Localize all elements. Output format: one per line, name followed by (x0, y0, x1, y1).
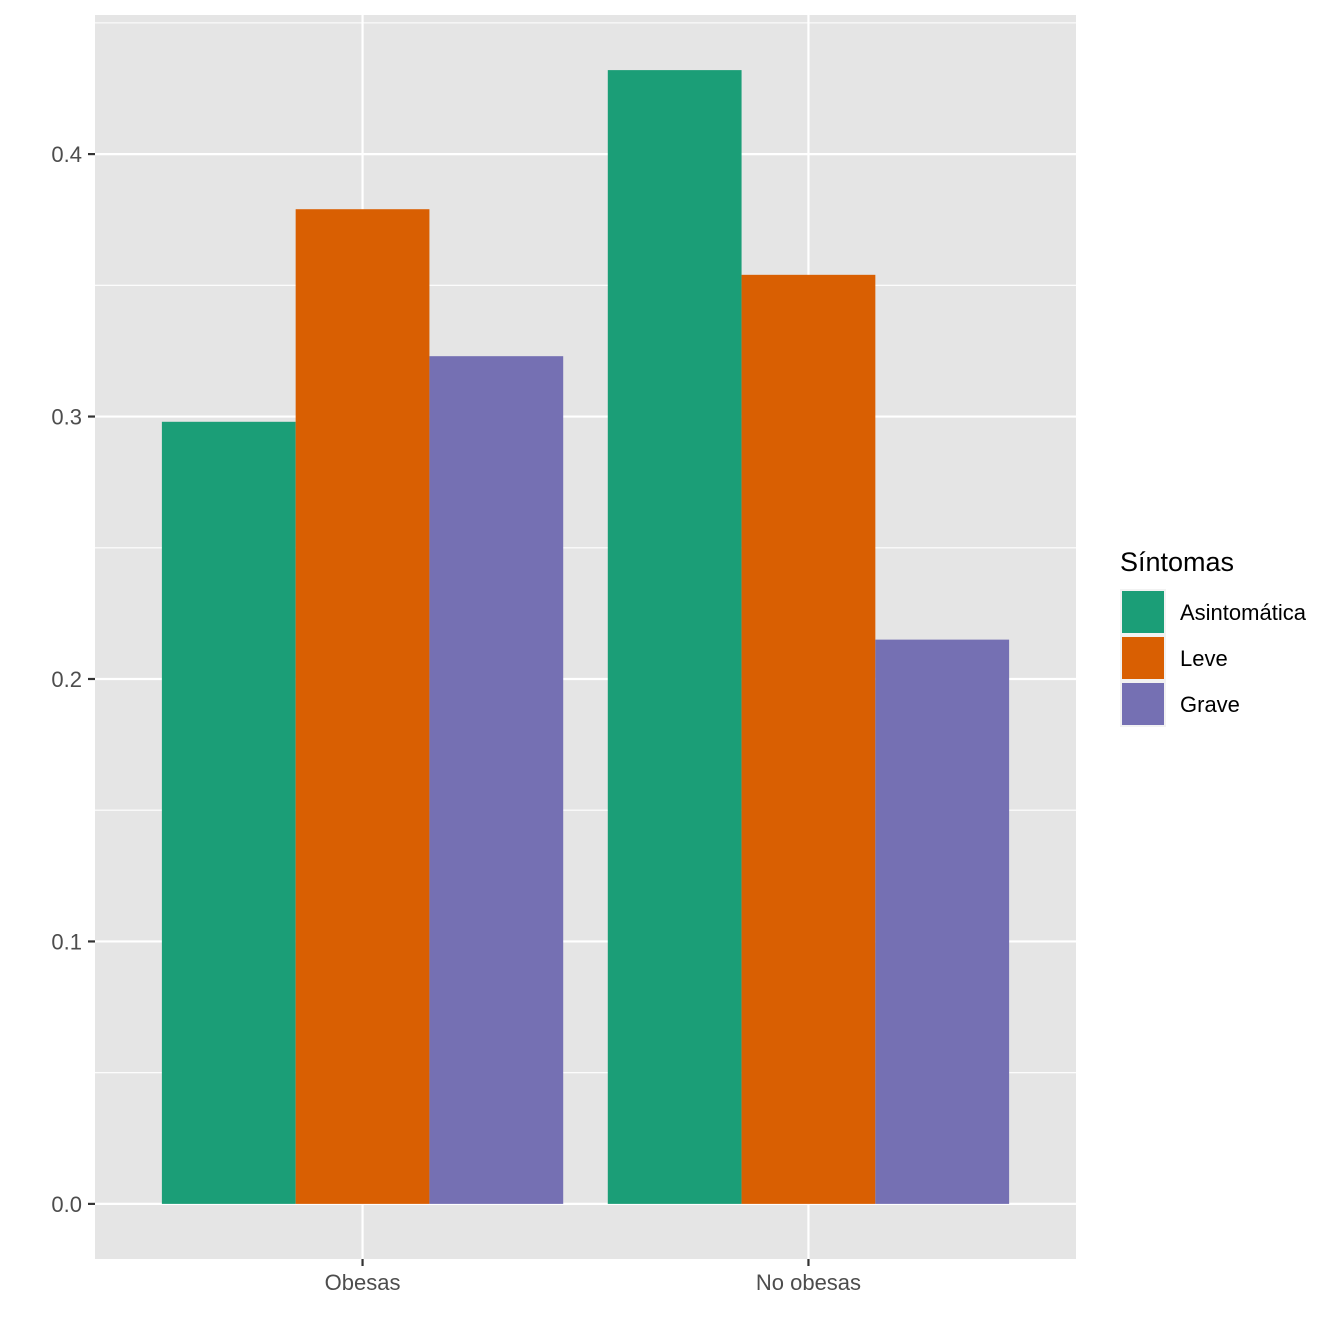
legend: Síntomas Asintomática Leve Grave (1120, 547, 1307, 727)
y-tick-label: 0.0 (51, 1192, 82, 1217)
x-tick-label: No obesas (756, 1270, 861, 1295)
y-tick-label: 0.2 (51, 667, 82, 692)
x-tick-label: Obesas (325, 1270, 401, 1295)
bar (875, 639, 1010, 1204)
bar (161, 421, 296, 1204)
y-tick-label: 0.4 (51, 142, 82, 167)
axes: 0.0 0.1 0.2 0.3 0.4 Obesas No obesas (51, 142, 861, 1295)
legend-key (1122, 591, 1164, 633)
legend-title: Síntomas (1120, 547, 1234, 577)
legend-label: Asintomática (1180, 600, 1307, 625)
legend-key (1122, 637, 1164, 679)
bars (161, 70, 1010, 1204)
bar (295, 209, 430, 1204)
bar (607, 70, 742, 1204)
y-tick-label: 0.3 (51, 405, 82, 430)
legend-label: Grave (1180, 692, 1240, 717)
bar (741, 274, 876, 1204)
y-tick-label: 0.1 (51, 929, 82, 954)
legend-label: Leve (1180, 646, 1228, 671)
bar (429, 356, 564, 1204)
legend-key (1122, 683, 1164, 725)
